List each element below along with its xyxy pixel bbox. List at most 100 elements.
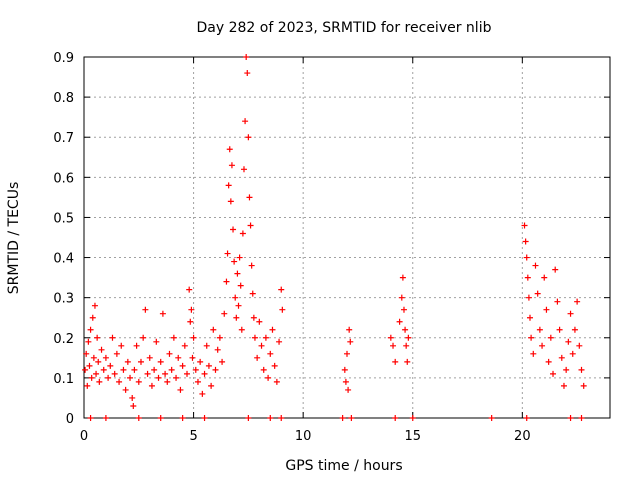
- data-points: [82, 54, 587, 421]
- data-point: [175, 354, 182, 361]
- data-point: [153, 338, 160, 345]
- data-point: [488, 415, 495, 421]
- data-point: [567, 310, 574, 317]
- y-tick-label: 0.7: [53, 131, 74, 146]
- data-point: [105, 374, 112, 381]
- data-point: [569, 350, 576, 357]
- data-point: [219, 358, 226, 365]
- data-point: [249, 290, 256, 297]
- data-point: [392, 358, 399, 365]
- data-point: [102, 415, 109, 421]
- data-point: [400, 306, 407, 313]
- data-point: [111, 370, 118, 377]
- data-point: [523, 415, 530, 421]
- data-point: [387, 334, 394, 341]
- data-point: [179, 362, 186, 369]
- data-point: [269, 326, 276, 333]
- data-point: [223, 278, 230, 285]
- data-point: [186, 286, 193, 293]
- data-point: [534, 290, 541, 297]
- data-point: [563, 366, 570, 373]
- chart-title: Day 282 of 2023, SRMTID for receiver nli…: [197, 20, 492, 36]
- data-point: [130, 402, 137, 409]
- data-point: [247, 222, 254, 229]
- data-point: [151, 366, 158, 373]
- data-point: [240, 166, 247, 173]
- data-point: [166, 350, 173, 357]
- data-point: [87, 326, 94, 333]
- data-point: [187, 318, 194, 325]
- data-point: [122, 386, 129, 393]
- data-point: [339, 415, 346, 421]
- data-point: [341, 366, 348, 373]
- data-point: [157, 415, 164, 421]
- data-point: [221, 310, 228, 317]
- data-point: [231, 258, 238, 265]
- data-point: [188, 306, 195, 313]
- data-point: [267, 350, 274, 357]
- data-point: [521, 222, 528, 229]
- data-point: [144, 370, 151, 377]
- data-point: [88, 374, 95, 381]
- data-point: [227, 198, 234, 205]
- data-point: [273, 378, 280, 385]
- data-point: [344, 350, 350, 357]
- data-point: [346, 326, 353, 333]
- data-point: [87, 415, 94, 421]
- data-point: [242, 118, 249, 125]
- data-point: [246, 194, 253, 201]
- x-tick-label: 20: [514, 429, 531, 444]
- data-point: [545, 358, 552, 365]
- data-point: [210, 326, 217, 333]
- data-point: [168, 366, 175, 373]
- data-point: [98, 346, 105, 353]
- data-point: [181, 342, 188, 349]
- data-point: [536, 326, 543, 333]
- data-point: [212, 366, 219, 373]
- data-point: [190, 334, 197, 341]
- data-point: [192, 366, 199, 373]
- data-point: [93, 370, 100, 377]
- data-point: [82, 366, 89, 373]
- x-tick-label: 5: [189, 429, 197, 444]
- data-point: [258, 342, 265, 349]
- data-point: [157, 358, 164, 365]
- data-point: [107, 362, 114, 369]
- data-point: [94, 334, 101, 341]
- data-point: [405, 334, 412, 341]
- data-point: [129, 394, 136, 401]
- data-point: [256, 318, 263, 325]
- y-tick-labels: 0 0.1 0.2 0.3 0.4 0.5 0.6 0.7 0.8 0.9: [53, 51, 74, 427]
- data-point: [120, 366, 127, 373]
- data-point: [522, 238, 529, 245]
- y-tick-label: 0.1: [53, 372, 74, 387]
- data-point: [96, 378, 103, 385]
- data-point: [137, 358, 144, 365]
- data-point: [232, 294, 239, 301]
- data-point: [113, 350, 120, 357]
- data-point: [279, 306, 286, 313]
- data-point: [226, 146, 233, 153]
- data-point: [578, 366, 585, 373]
- data-point: [86, 362, 93, 369]
- data-point: [225, 182, 232, 189]
- data-point: [90, 354, 97, 361]
- data-point: [162, 370, 169, 377]
- data-point: [530, 350, 537, 357]
- data-point: [278, 415, 285, 421]
- y-axis-label: SRMTID / TECUs: [6, 182, 22, 295]
- data-point: [565, 338, 572, 345]
- data-point: [89, 314, 96, 321]
- data-point: [271, 362, 278, 369]
- grid: [84, 57, 610, 418]
- y-tick-label: 0.6: [53, 171, 74, 186]
- data-point: [524, 274, 531, 281]
- data-point: [560, 382, 567, 389]
- data-point: [173, 374, 180, 381]
- data-point: [164, 378, 171, 385]
- data-point: [532, 262, 539, 269]
- data-point: [95, 358, 102, 365]
- data-point: [189, 354, 196, 361]
- data-point: [197, 358, 204, 365]
